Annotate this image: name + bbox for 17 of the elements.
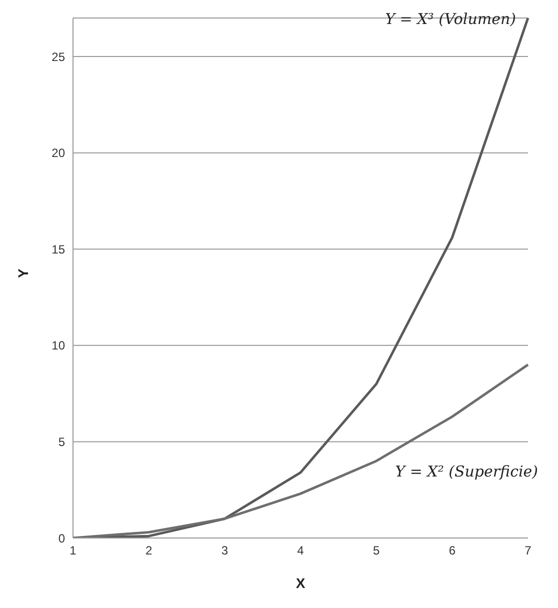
x-tick-label: 3 — [221, 544, 228, 558]
y-tick-label: 25 — [52, 50, 66, 64]
y-axis-title: Y — [14, 268, 31, 278]
x-tick-label: 6 — [448, 544, 456, 558]
x-tick-label: 5 — [372, 544, 380, 558]
x-tick-label: 4 — [297, 544, 304, 558]
series-label: Y = X² (Superficie) — [395, 462, 538, 481]
y-tick-label: 5 — [58, 434, 66, 449]
x-tick-label: 7 — [524, 544, 532, 558]
series-label: Y = X³ (Volumen) — [385, 10, 516, 28]
y-tick-label: 20 — [52, 146, 66, 160]
y-tick-label: 10 — [52, 338, 66, 353]
x-tick-label: 1 — [70, 544, 77, 558]
y-tick-label: 15 — [52, 242, 66, 256]
y-tick-label: 0 — [58, 531, 66, 546]
x-axis-title: X — [296, 575, 306, 591]
x-tick-label: 2 — [145, 544, 152, 558]
